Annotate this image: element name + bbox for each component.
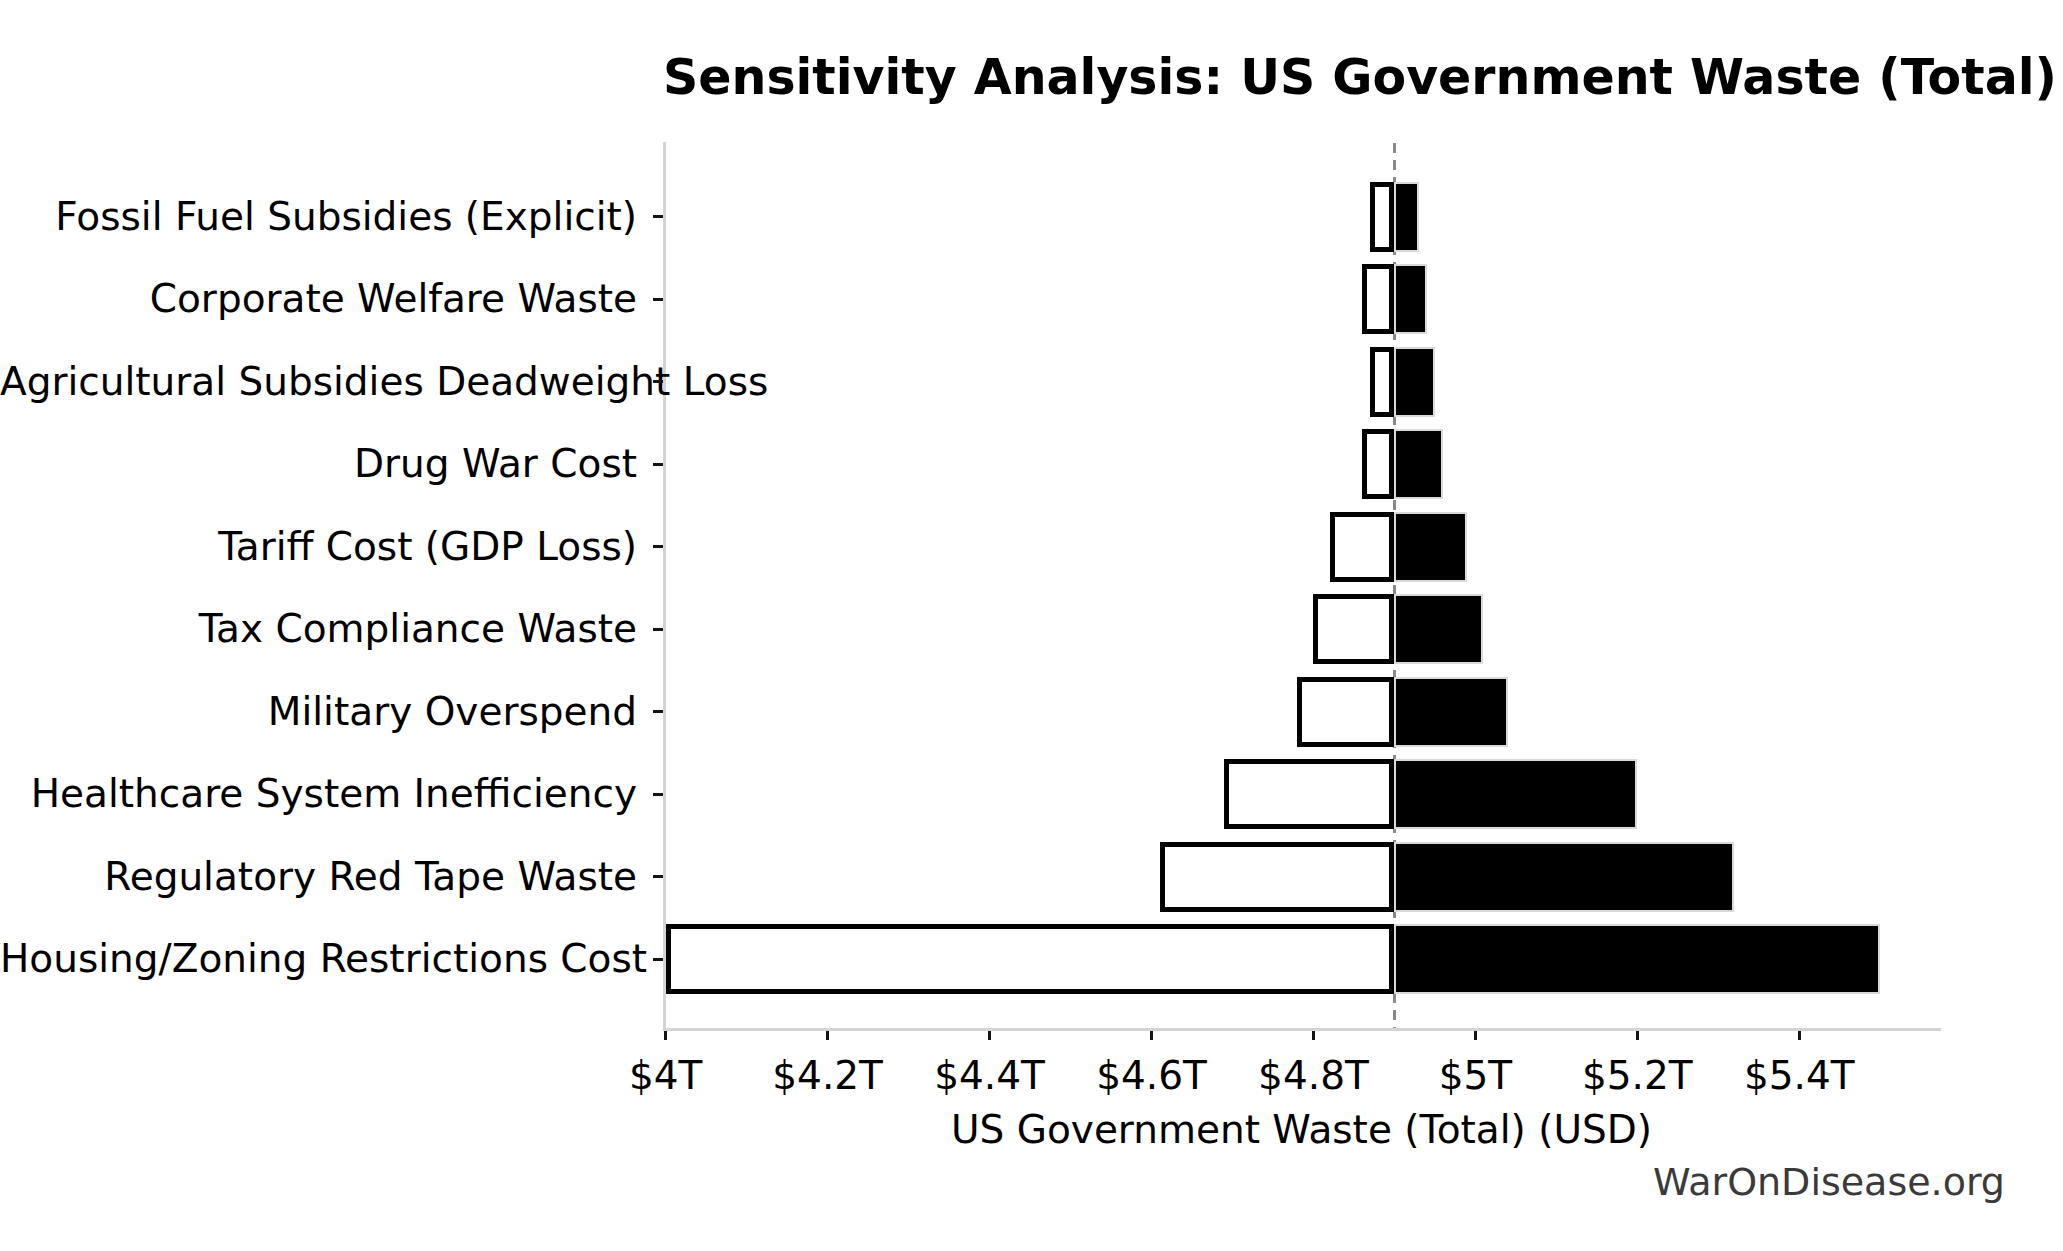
low-scenario-bar xyxy=(1370,182,1394,252)
low-scenario-bar xyxy=(1362,264,1394,334)
y-tick-mark xyxy=(653,793,663,796)
category-label: Tariff Cost (GDP Loss) xyxy=(0,524,637,570)
category-label: Drug War Cost xyxy=(0,441,637,487)
x-tick-mark xyxy=(826,1031,829,1040)
x-tick-mark xyxy=(1312,1031,1315,1040)
x-tick-mark xyxy=(1474,1031,1477,1040)
high-scenario-bar xyxy=(1394,842,1734,912)
category-label: Healthcare System Inefficiency xyxy=(0,771,637,817)
figure: Sensitivity Analysis: US Government Wast… xyxy=(0,0,2063,1251)
x-tick-label: $4.2T xyxy=(738,1053,918,1099)
low-scenario-bar xyxy=(1224,759,1394,829)
y-tick-mark xyxy=(653,215,663,218)
high-scenario-bar xyxy=(1394,759,1637,829)
x-tick-label: $4.4T xyxy=(900,1053,1080,1099)
y-tick-mark xyxy=(653,958,663,961)
x-tick-label: $5.4T xyxy=(1709,1053,1889,1099)
high-scenario-bar xyxy=(1394,512,1467,582)
category-label: Military Overspend xyxy=(0,689,637,735)
category-label: Agricultural Subsidies Deadweight Loss xyxy=(0,359,637,405)
y-tick-mark xyxy=(653,875,663,878)
high-scenario-bar xyxy=(1394,182,1418,252)
x-tick-label: $5.2T xyxy=(1547,1053,1727,1099)
y-tick-mark xyxy=(653,628,663,631)
low-scenario-bar xyxy=(1370,347,1394,417)
low-scenario-bar xyxy=(1313,594,1394,664)
low-scenario-bar xyxy=(1297,677,1394,747)
y-tick-mark xyxy=(653,463,663,466)
x-tick-label: $4.6T xyxy=(1062,1053,1242,1099)
low-scenario-bar xyxy=(1160,842,1395,912)
category-label: Corporate Welfare Waste xyxy=(0,276,637,322)
x-tick-mark xyxy=(664,1031,667,1040)
y-tick-mark xyxy=(653,298,663,301)
category-label: Regulatory Red Tape Waste xyxy=(0,854,637,900)
high-scenario-bar xyxy=(1394,429,1443,499)
low-scenario-bar xyxy=(1330,512,1395,582)
x-tick-mark xyxy=(988,1031,991,1040)
y-tick-mark xyxy=(653,710,663,713)
x-tick-label: $5T xyxy=(1385,1053,1565,1099)
low-scenario-bar xyxy=(1362,429,1394,499)
x-tick-label: $4.8T xyxy=(1223,1053,1403,1099)
x-tick-mark xyxy=(1636,1031,1639,1040)
x-tick-mark xyxy=(1798,1031,1801,1040)
high-scenario-bar xyxy=(1394,347,1434,417)
y-tick-mark xyxy=(653,545,663,548)
watermark-text: WarOnDisease.org xyxy=(1653,1159,2005,1205)
x-tick-label: $4T xyxy=(576,1053,756,1099)
x-tick-mark xyxy=(1150,1031,1153,1040)
high-scenario-bar xyxy=(1394,677,1507,747)
category-label: Housing/Zoning Restrictions Cost xyxy=(0,936,637,982)
x-axis-label: US Government Waste (Total) (USD) xyxy=(663,1107,1940,1153)
high-scenario-bar xyxy=(1394,924,1880,994)
chart-title: Sensitivity Analysis: US Government Wast… xyxy=(663,52,1940,104)
y-axis-spine xyxy=(663,142,666,1031)
high-scenario-bar xyxy=(1394,594,1483,664)
category-label: Tax Compliance Waste xyxy=(0,606,637,652)
y-tick-mark xyxy=(653,380,663,383)
high-scenario-bar xyxy=(1394,264,1426,334)
category-label: Fossil Fuel Subsidies (Explicit) xyxy=(0,194,637,240)
x-axis-spine xyxy=(663,1028,1941,1031)
low-scenario-bar xyxy=(666,924,1395,994)
